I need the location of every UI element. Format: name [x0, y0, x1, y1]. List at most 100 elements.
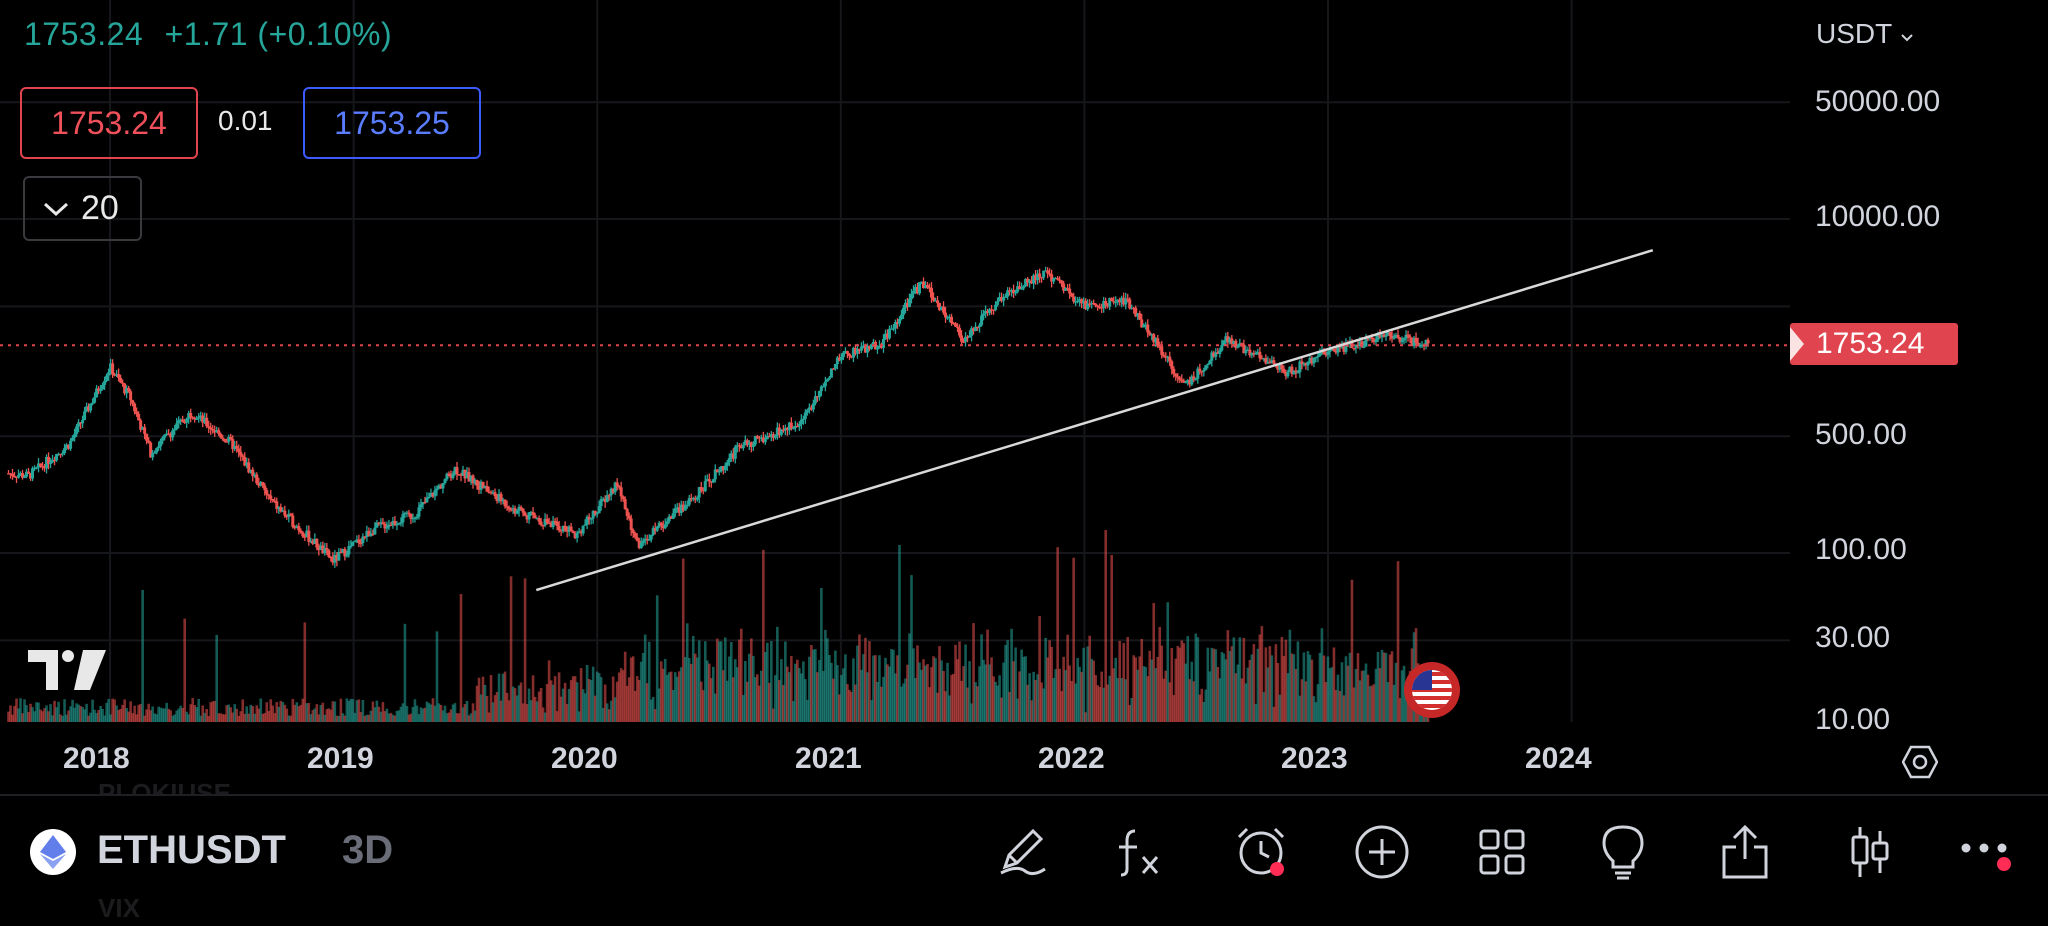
volume-bar [595, 671, 599, 722]
volume-bar [978, 666, 981, 722]
volume-bar [159, 707, 162, 722]
candle [823, 381, 827, 387]
candle [695, 497, 699, 500]
quantity-selector[interactable]: 20 [23, 176, 142, 241]
volume-bar [659, 661, 663, 722]
volume-bar [1130, 698, 1134, 722]
candle [173, 429, 177, 431]
candle [857, 348, 861, 351]
candle [299, 530, 303, 533]
volume-bar [635, 676, 639, 722]
volume-bar [127, 711, 130, 722]
volume-bar [141, 589, 144, 722]
volume-bar [231, 712, 235, 722]
volume-bar [890, 649, 893, 722]
volume-bar [882, 676, 885, 722]
volume-bar [633, 690, 637, 722]
volume-bar [1016, 698, 1019, 722]
candle [139, 420, 143, 430]
volume-bar [725, 680, 729, 722]
buy-button[interactable]: 1753.25 [303, 87, 481, 159]
candle [1230, 338, 1234, 344]
share-icon[interactable] [1713, 820, 1777, 884]
candle [465, 472, 469, 479]
volume-bar [695, 657, 699, 722]
chart-settings-icon[interactable] [1902, 744, 1938, 780]
volume-bar [727, 656, 731, 722]
volume-bar [27, 711, 30, 722]
candle [195, 418, 199, 420]
more-icon[interactable] [1955, 820, 2019, 884]
volume-bar [1228, 651, 1232, 722]
volume-bar [1390, 651, 1394, 722]
candle [661, 525, 665, 529]
draw-pen-icon[interactable] [990, 820, 1054, 884]
function-fx-icon[interactable] [1108, 820, 1172, 884]
volume-bar [1178, 647, 1182, 722]
price-chart[interactable] [0, 0, 1790, 730]
interval-selector[interactable]: 3D [342, 828, 394, 872]
volume-bar [810, 645, 813, 722]
candle [667, 516, 671, 522]
volume-bar [615, 681, 619, 722]
alarm-clock-icon[interactable] [1230, 820, 1294, 884]
candle [331, 557, 335, 563]
candle [237, 448, 241, 452]
volume-bar [247, 713, 251, 722]
volume-bar [936, 692, 939, 722]
candle [25, 471, 29, 477]
candles [7, 266, 1430, 568]
candle [255, 474, 259, 484]
candle [43, 466, 47, 469]
candle [363, 536, 367, 538]
volume-bar [355, 700, 359, 722]
volume-bar [611, 676, 615, 722]
candle [535, 518, 539, 520]
candle [946, 317, 950, 319]
candle [1036, 273, 1040, 281]
candle [990, 309, 994, 311]
volume-bar [924, 665, 927, 722]
last-price-tag: 1753.24 [1790, 323, 1958, 365]
volume-bar [481, 676, 485, 722]
candle [1388, 332, 1392, 336]
volume-bar [381, 702, 385, 722]
layout-grid-icon[interactable] [1470, 820, 1534, 884]
candle [1384, 335, 1388, 337]
volume-bar [1094, 675, 1097, 722]
volume-bar [886, 664, 889, 722]
volume-bar [353, 712, 357, 722]
volume-bar [391, 714, 395, 722]
volume-bar [948, 695, 951, 722]
volume-bar [357, 699, 361, 722]
volume-bar [257, 708, 261, 722]
candles-icon[interactable] [1838, 820, 1902, 884]
candle [417, 507, 421, 517]
candle [691, 498, 695, 500]
volume-bar [167, 708, 170, 722]
volume-bar [473, 710, 477, 722]
volume-bar [427, 703, 431, 722]
candle [295, 526, 299, 529]
sell-button[interactable]: 1753.24 [20, 87, 198, 159]
volume-bar [51, 715, 54, 722]
add-circle-icon[interactable] [1350, 820, 1414, 884]
volume-bar [940, 660, 943, 722]
idea-bulb-icon[interactable] [1591, 820, 1655, 884]
volume-bar [145, 709, 148, 722]
volume-bar [1000, 697, 1003, 722]
volume-bar [445, 713, 449, 722]
candle [11, 473, 15, 476]
candle [283, 510, 287, 516]
candle [625, 509, 629, 516]
candle [1192, 376, 1196, 380]
symbol-name[interactable]: ETHUSDT [97, 828, 286, 872]
volume-bar [1012, 661, 1015, 722]
volume-bar [161, 708, 164, 722]
volume-bar [45, 705, 48, 722]
volume-bar [1184, 663, 1188, 722]
currency-selector[interactable]: USDT [1816, 18, 1914, 50]
economic-event-marker[interactable] [1404, 662, 1460, 718]
candle [379, 522, 383, 525]
volume-bar [1202, 702, 1206, 722]
